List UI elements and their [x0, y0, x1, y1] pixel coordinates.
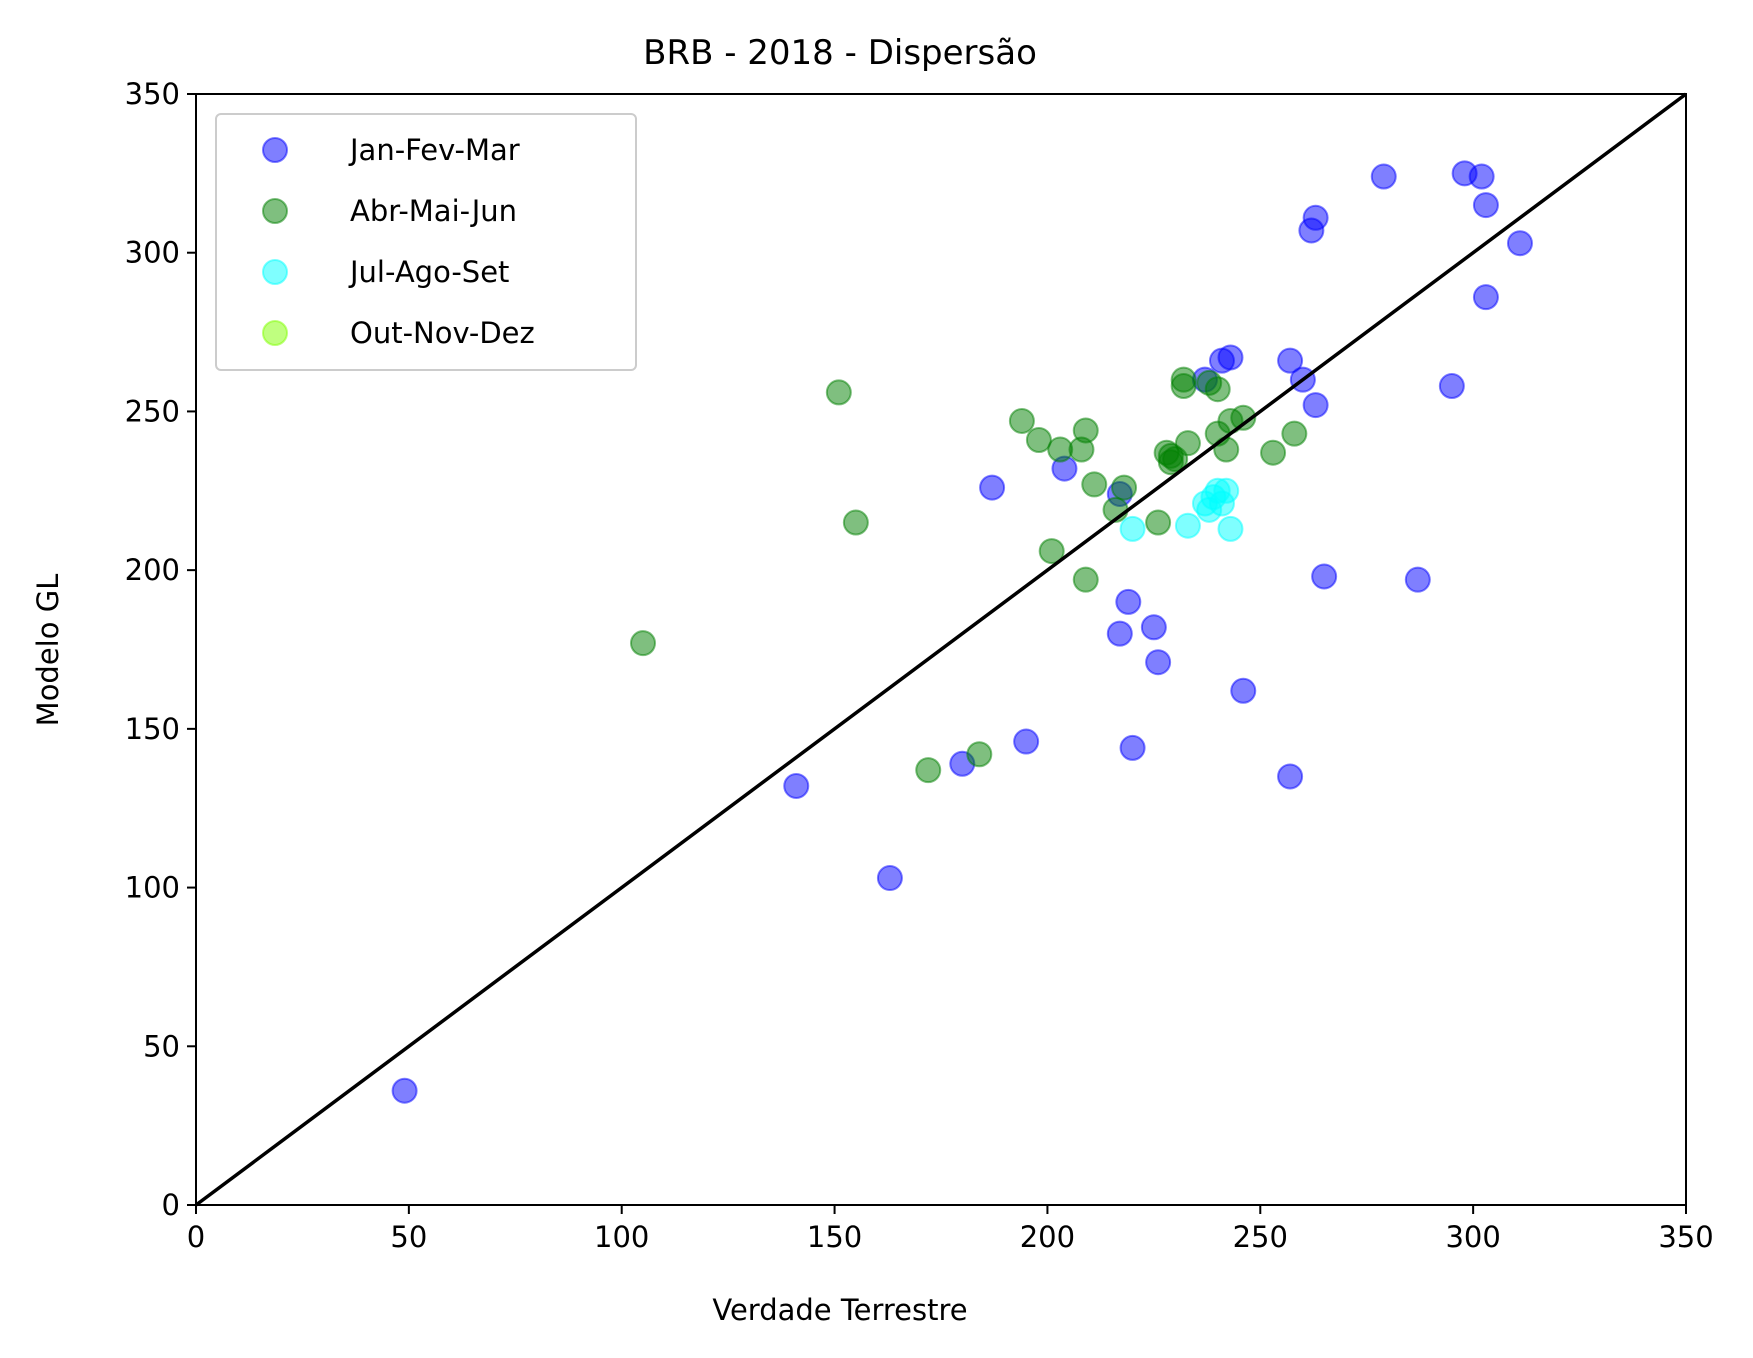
legend-marker-1 [262, 198, 288, 224]
data-point-series-0-25 [1404, 566, 1431, 593]
data-point-series-0-24 [1370, 163, 1397, 190]
data-point-series-1-28 [1230, 404, 1257, 431]
reference-line [194, 92, 1688, 1207]
y-tick-label-6: 300 [125, 236, 180, 270]
data-point-series-1-15 [1145, 509, 1172, 536]
y-tick-label-2: 100 [125, 871, 180, 905]
data-point-series-0-2 [876, 865, 903, 892]
legend: Jan-Fev-Mar Abr-Mai-Jun Jul-Ago-Set Out-Nov… [215, 113, 637, 371]
data-point-series-0-0 [391, 1077, 418, 1104]
data-point-series-0-21 [1302, 392, 1329, 419]
data-point-series-1-1 [825, 379, 852, 406]
y-tick-label-3: 150 [125, 712, 180, 746]
legend-label-0: Jan-Fev-Mar [348, 133, 520, 167]
legend-marker-0 [262, 137, 288, 163]
data-point-series-2-7 [1213, 477, 1240, 504]
legend-label-2: Jul-Ago-Set [348, 255, 509, 289]
data-point-series-0-15 [1217, 344, 1244, 371]
y-tick-label-4: 200 [125, 553, 180, 587]
data-point-series-0-9 [1115, 588, 1142, 615]
x-tick-label-3: 150 [807, 1220, 862, 1254]
data-point-series-1-12 [1081, 471, 1108, 498]
y-tick-label-1: 50 [143, 1029, 180, 1063]
data-point-series-1-30 [1281, 420, 1308, 447]
data-point-series-0-28 [1468, 163, 1495, 190]
data-point-series-0-12 [1145, 649, 1172, 676]
data-point-series-1-22 [1174, 430, 1201, 457]
data-point-series-0-26 [1438, 373, 1465, 400]
x-tick-label-0: 0 [187, 1220, 205, 1254]
x-tick-label-2: 100 [594, 1220, 649, 1254]
data-point-series-2-8 [1217, 515, 1244, 542]
legend-label-1: Abr-Mai-Jun [350, 194, 517, 228]
data-point-series-0-17 [1277, 763, 1304, 790]
data-point-series-0-22 [1302, 204, 1329, 231]
data-point-series-0-10 [1119, 734, 1146, 761]
x-axis-label: Verdade Terrestre [712, 1293, 967, 1327]
data-point-series-1-10 [1072, 417, 1099, 444]
axes-frame [195, 93, 1687, 1206]
data-point-series-0-29 [1472, 192, 1499, 219]
y-tick-label-7: 350 [125, 77, 180, 111]
data-point-series-0-30 [1472, 284, 1499, 311]
x-tick-label-5: 250 [1233, 1220, 1288, 1254]
data-point-series-2-0 [1119, 515, 1146, 542]
legend-box [215, 113, 637, 371]
data-point-series-1-11 [1072, 566, 1099, 593]
legend-marker-3 [262, 320, 288, 346]
data-point-series-1-24 [1204, 376, 1231, 403]
data-point-series-0-8 [1106, 620, 1133, 647]
data-point-series-1-4 [966, 741, 993, 768]
y-tick-label-0: 0 [162, 1188, 180, 1222]
chart-title: BRB - 2018 - Dispersão [643, 33, 1037, 73]
data-point-series-0-18 [1277, 347, 1304, 374]
x-tick-label-1: 50 [390, 1220, 427, 1254]
data-point-series-0-31 [1506, 230, 1533, 257]
data-point-series-1-0 [630, 630, 656, 657]
y-axis-label: Modelo GL [31, 574, 65, 727]
x-tick-label-6: 300 [1445, 1220, 1500, 1254]
legend-marker-2 [262, 259, 288, 285]
data-point-series-0-5 [1013, 728, 1040, 755]
data-point-series-0-16 [1230, 677, 1257, 704]
data-point-series-1-2 [842, 509, 869, 536]
data-point-series-1-21 [1170, 373, 1197, 400]
plot-area [194, 92, 1688, 1207]
data-point-series-1-7 [1038, 538, 1065, 565]
data-point-series-1-29 [1260, 439, 1287, 466]
data-point-series-0-23 [1311, 563, 1338, 590]
data-point-series-0-1 [783, 772, 810, 799]
data-point-series-0-4 [979, 474, 1006, 501]
data-point-series-1-6 [1025, 426, 1052, 453]
x-tick-label-4: 200 [1020, 1220, 1075, 1254]
data-point-series-2-1 [1174, 512, 1201, 539]
y-tick-label-5: 250 [125, 394, 180, 428]
data-point-series-0-11 [1140, 614, 1167, 641]
x-tick-label-7: 350 [1658, 1220, 1713, 1254]
legend-label-3: Out-Nov-Dez [350, 316, 535, 350]
data-point-series-1-3 [915, 757, 942, 784]
axes: 0 50 100 150 200 250 300 350 0 50 100 150 200 250 300 3… [125, 77, 1714, 1254]
data-point-series-1-14 [1111, 474, 1138, 501]
data-point-series-1-5 [1008, 407, 1035, 434]
